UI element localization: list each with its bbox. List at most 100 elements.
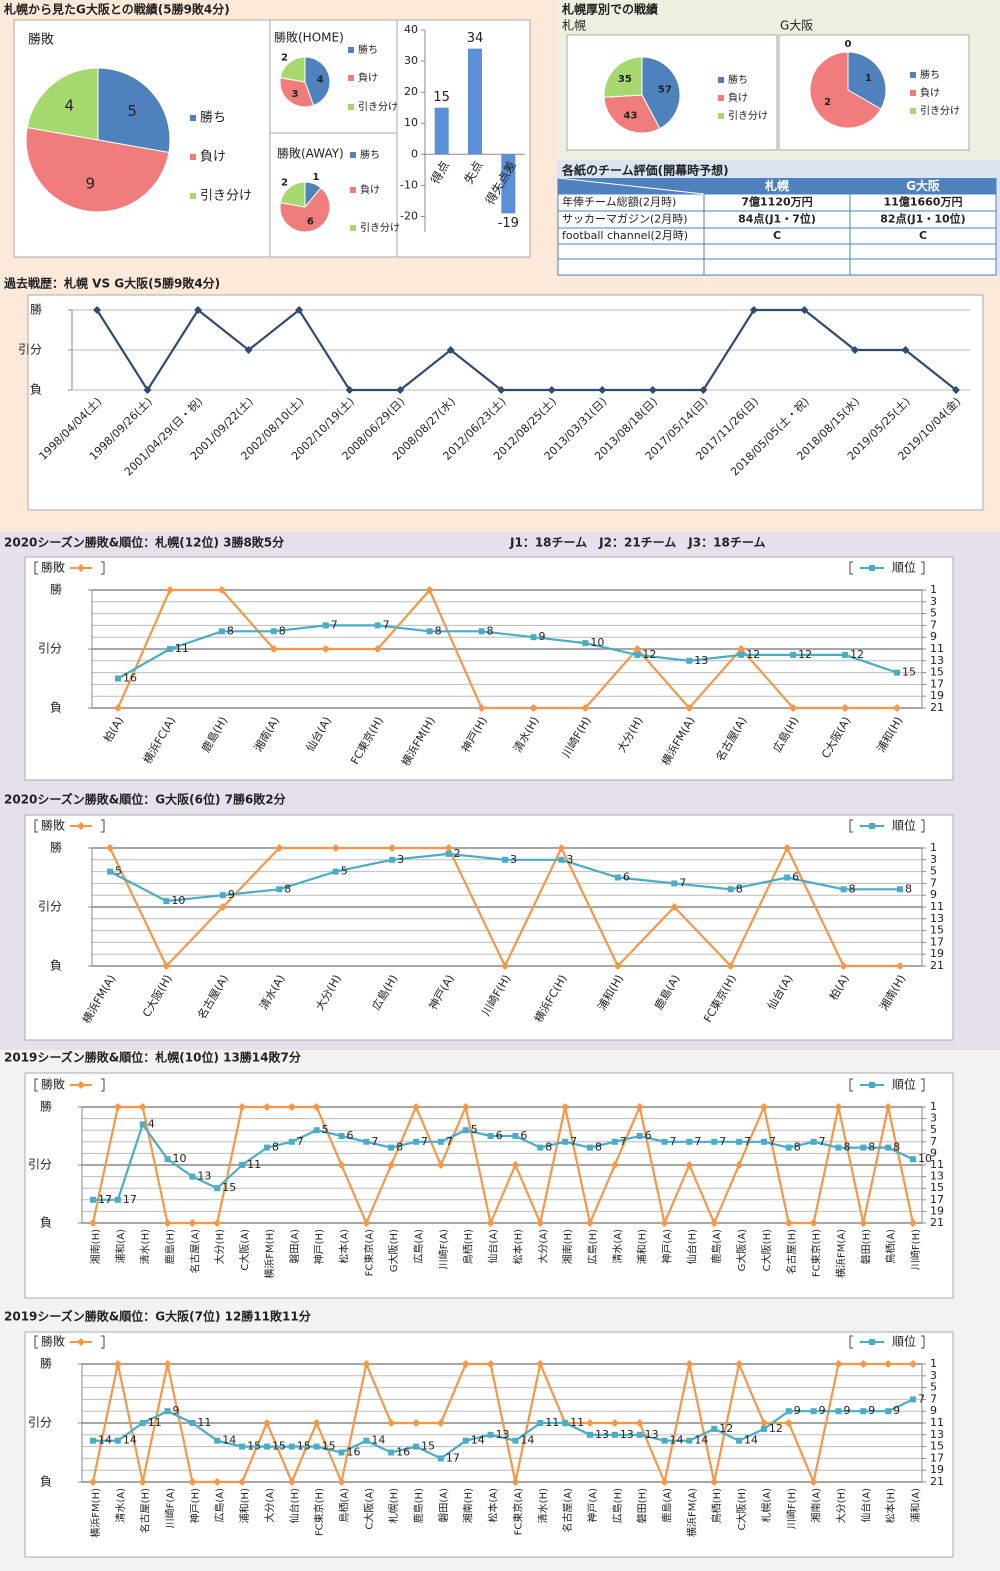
marker [287,1103,296,1111]
y2-tick-label: 3 [930,853,937,866]
data-label: 7 [371,1135,378,1148]
data-label: 0 [845,39,852,50]
y2-tick-label: 5 [930,1381,937,1394]
y-tick-label: 30 [404,54,418,67]
marker [239,1443,246,1450]
x-tick-label: 仙台(A) [487,1229,500,1264]
legend-label: 勝ち [200,111,226,126]
marker [478,628,485,635]
x-tick-label: G大阪(H) [387,1229,400,1272]
pie-title: G大阪 [780,19,813,33]
marker [436,1161,445,1169]
marker [321,645,330,653]
data-label: 2 [824,97,831,108]
x-tick-label: 浦和(A) [909,1488,922,1523]
y2-tick-label: 11 [930,900,944,913]
x-tick-label: C大阪(H) [735,1488,748,1530]
y2-tick-label: 1 [930,1357,937,1370]
x-tick-label: 仙台(H) [685,1229,698,1264]
marker [660,1219,669,1227]
data-label: 3 [397,853,404,866]
marker [262,1103,271,1111]
heading: 札幌厚別での戦績 [561,2,658,17]
y2-tick-label: 19 [930,947,944,960]
legend-label: 引き分け [358,101,398,113]
data-label: 15 [297,1440,311,1453]
marker [760,1425,767,1432]
y-tick-label: 負 [50,701,62,715]
data-label: 8 [487,624,494,637]
legend-marker [77,564,85,572]
marker [93,306,101,314]
pie-title: 勝敗(HOME) [274,30,344,45]
series-line [91,1360,913,1486]
marker [582,640,589,647]
marker [363,1437,370,1444]
marker [850,346,859,354]
legend-label: 順位 [892,1334,916,1349]
y2-tick-label: 13 [930,912,944,925]
legend-bracket [849,561,853,575]
y2-tick-label: 5 [930,1123,937,1136]
x-tick-label: 鳥栖(A) [337,1488,350,1523]
marker [114,704,122,712]
marker [477,704,486,712]
marker [840,886,847,893]
legend-label: 引き分け [728,110,768,122]
data-label: 12 [798,648,812,661]
marker [163,1360,172,1368]
marker [685,1360,694,1368]
data-label: 8 [849,882,856,895]
panel [24,814,954,1041]
marker [295,306,304,314]
data-label: 12 [746,648,760,661]
marker [188,1219,197,1227]
x-tick-label: 横浜FM(A) [834,1229,847,1278]
marker [784,874,791,881]
x-tick-label: 大分(A) [536,1229,549,1264]
data-label: 11 [247,1158,261,1171]
marker [89,1219,97,1227]
x-tick-label: 松本(H) [511,1229,524,1264]
data-label: 3 [566,853,573,866]
y2-tick-label: 19 [930,689,944,702]
data-label: 8 [794,1141,801,1154]
x-tick-label: 磐田(H) [636,1488,649,1523]
y2-tick-label: 9 [930,630,937,643]
data-label: 9 [843,1404,850,1417]
legend-bracket [34,1078,38,1092]
y2-tick-label: 17 [930,1451,944,1464]
y-tick-label: 引分 [18,343,42,357]
marker [893,704,901,712]
legend-bracket [101,1335,105,1349]
x-tick-label: 横浜FM(H) [263,1229,276,1279]
x-tick-label: FC東京(H) [810,1229,823,1277]
marker [671,880,678,887]
marker [547,386,556,394]
y2-tick-label: 15 [930,1181,944,1194]
legend-swatch [910,108,916,114]
marker [163,1219,172,1227]
marker [239,1162,246,1168]
data-label: 12 [719,1422,733,1435]
marker [337,1478,346,1486]
pie-slice [279,181,306,208]
data-label: 5 [127,102,137,120]
y2-tick-label: 9 [930,1146,937,1159]
legend-label: 負け [920,87,940,99]
table-header-text: 札幌 [764,178,789,193]
marker [214,1185,221,1192]
data-label: 16 [396,1446,410,1459]
pie-title: 勝敗 [28,33,54,48]
x-tick-label: 浦和(A) [114,1229,127,1264]
data-label: 57 [658,84,672,95]
legend-label: 順位 [892,818,916,833]
x-tick-label: 神戸(H) [188,1488,201,1523]
marker [614,874,621,881]
x-tick-label: 大分(H) [834,1488,847,1523]
legend-label: 勝敗 [41,560,65,575]
data-label: 4 [148,1117,155,1130]
data-label: 8 [435,624,442,637]
marker [362,1219,371,1227]
marker [661,1138,668,1145]
